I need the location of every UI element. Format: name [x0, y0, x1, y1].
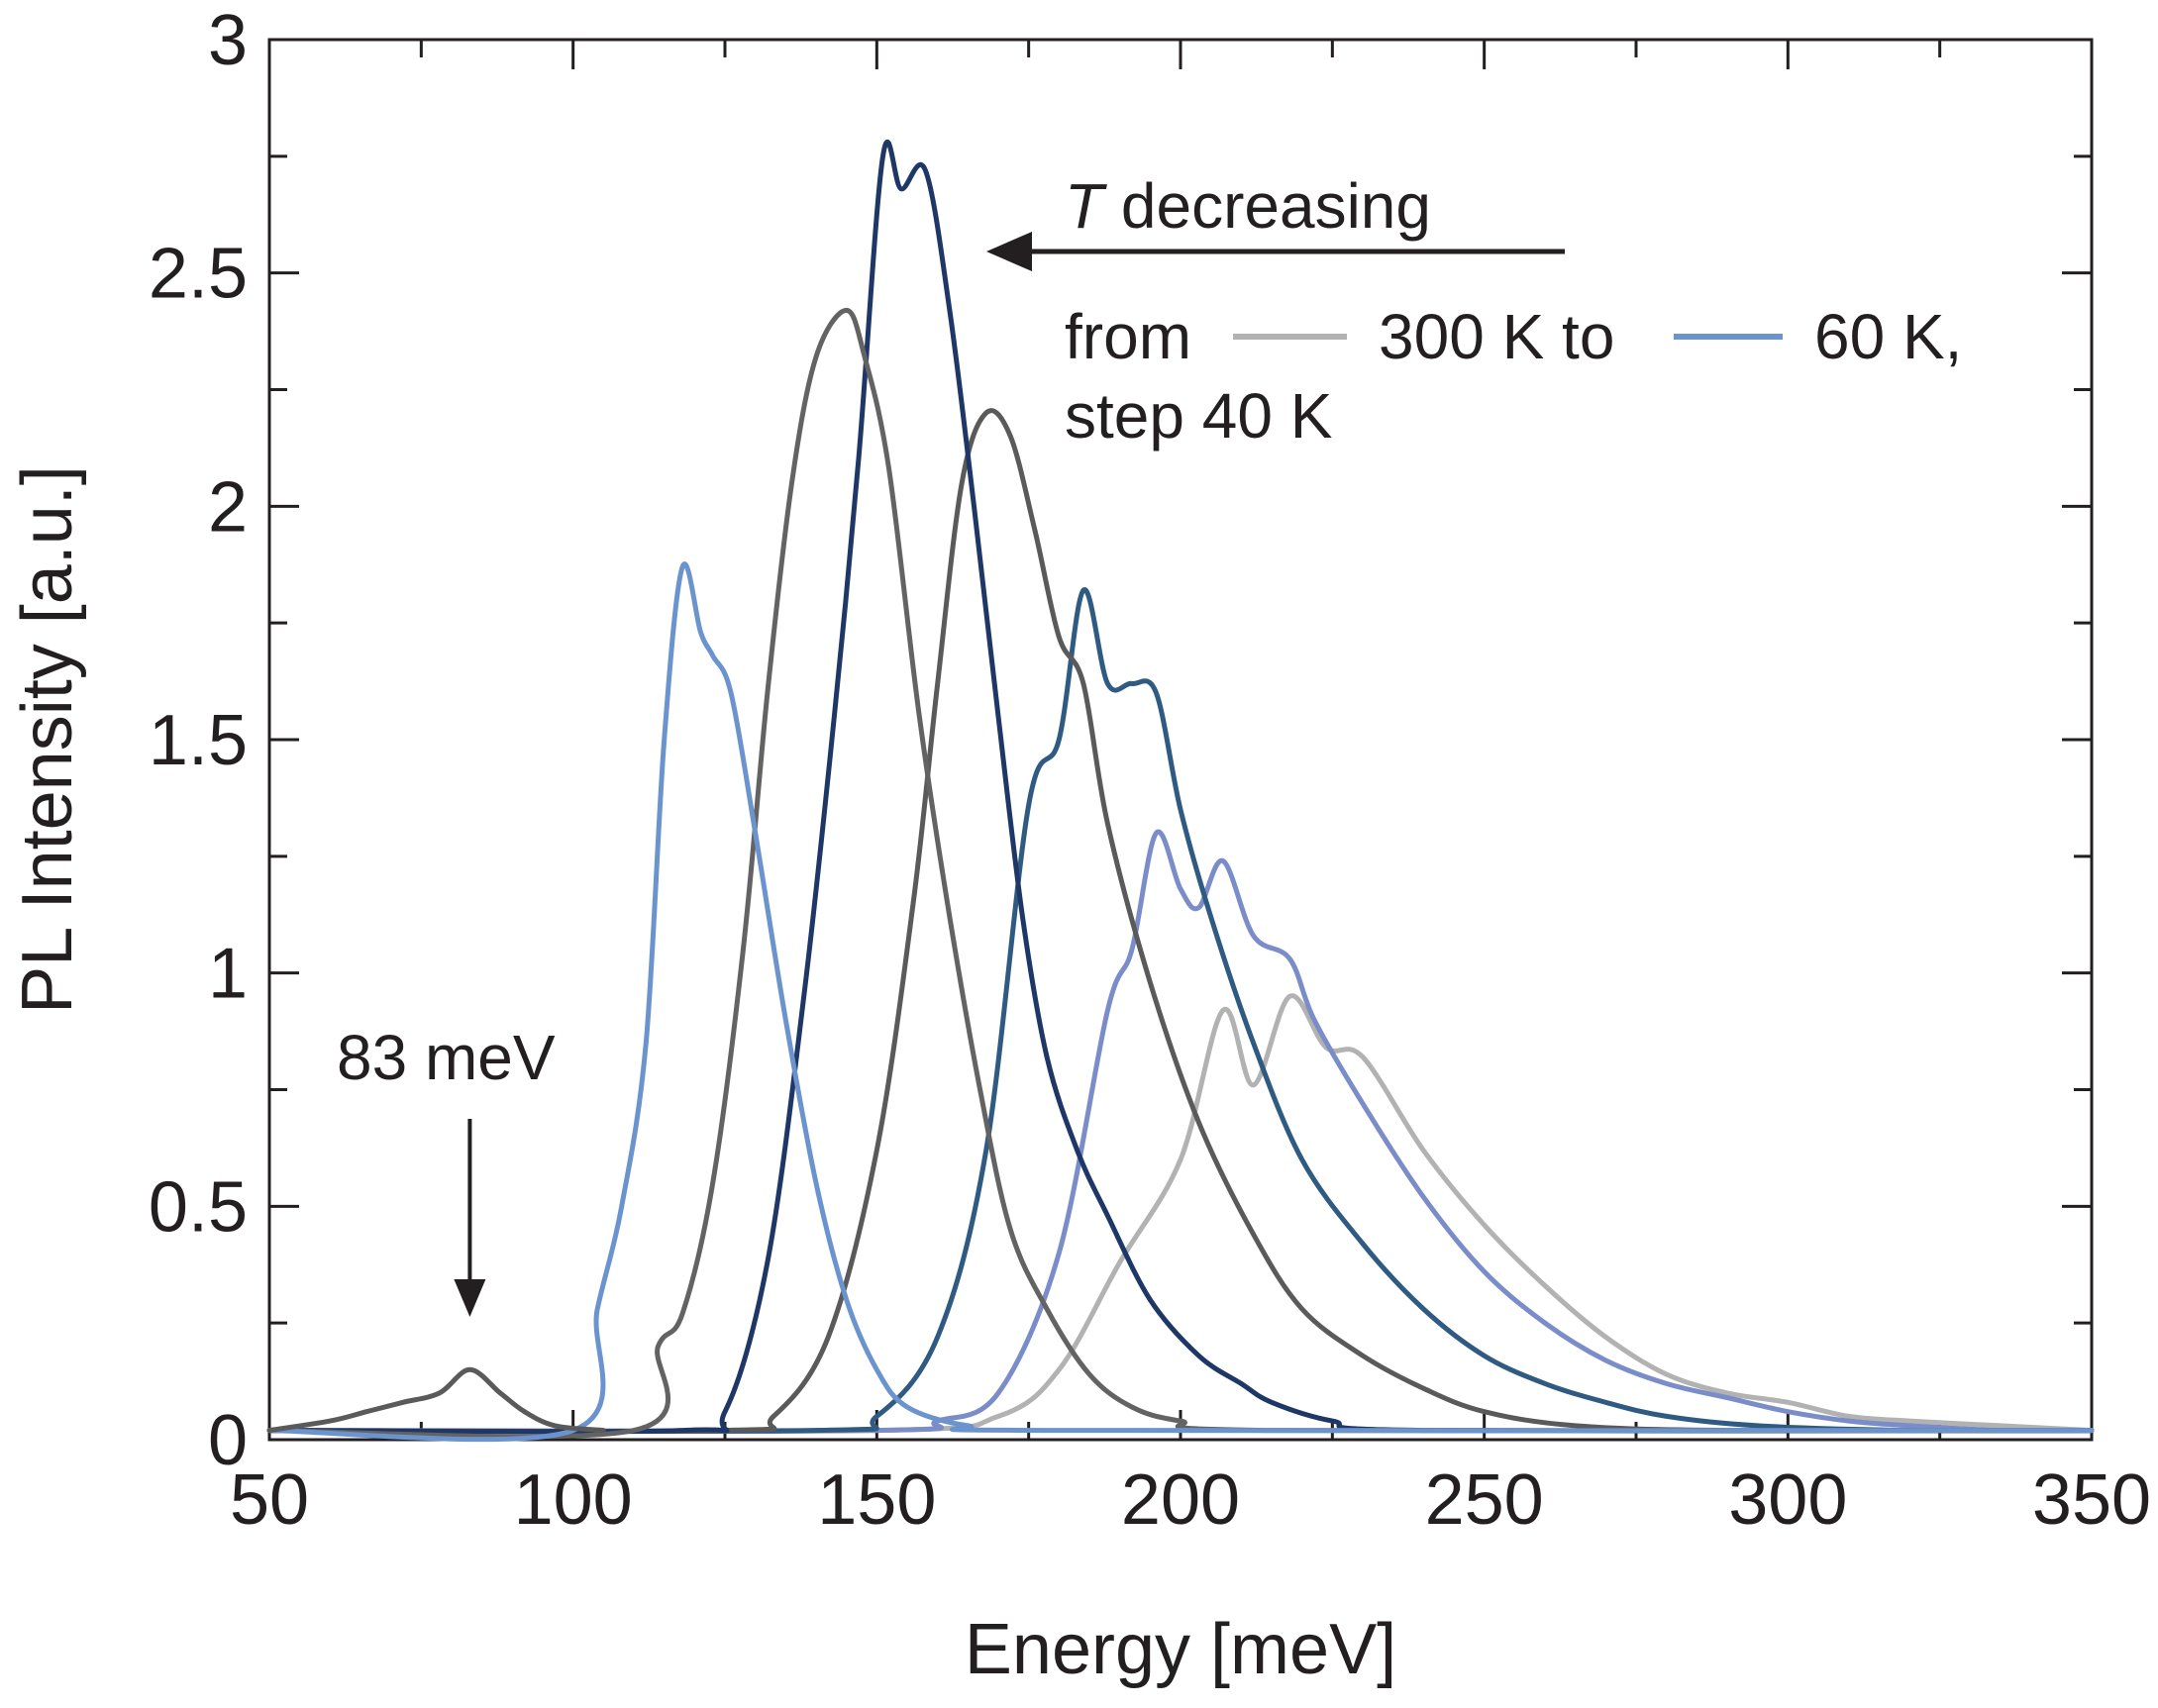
x-tick-label: 200	[1121, 1460, 1240, 1540]
series-line-100-k	[266, 307, 2095, 1440]
feature-label: 83 meV	[337, 1022, 556, 1093]
y-tick-label: 0.5	[149, 1167, 248, 1247]
t-decreasing-arrow-head-icon	[986, 232, 1032, 271]
series-layer	[266, 139, 2095, 1443]
y-tick-label: 1.5	[149, 701, 248, 780]
x-tick-label: 250	[1425, 1460, 1544, 1540]
y-tick-label: 1	[208, 935, 248, 1014]
x-tick-label: 150	[817, 1460, 936, 1540]
legend-end-text: 60 K,	[1814, 301, 1962, 372]
x-axis-title: Energy [meV]	[965, 1610, 1396, 1689]
x-tick-label: 300	[1728, 1460, 1847, 1540]
series-line-180-k	[266, 408, 2095, 1435]
feature-arrow-head-icon	[454, 1279, 486, 1317]
legend-step-text: step 40 K	[1065, 380, 1332, 452]
legend-start-text: 300 K to	[1379, 301, 1614, 372]
y-tick-label: 0	[208, 1401, 248, 1480]
y-axis-title: PL Intensity [a.u.]	[8, 465, 87, 1014]
x-tick-label: 50	[230, 1460, 309, 1540]
series-line-220-k	[266, 587, 2095, 1435]
x-tick-label: 350	[2032, 1460, 2151, 1540]
t-decreasing-label: T decreasing	[1065, 170, 1431, 242]
t-symbol: T	[1065, 170, 1107, 242]
series-line-300-k	[266, 993, 2095, 1435]
legend-from-text: from	[1065, 301, 1191, 372]
series-line-60-k	[266, 561, 2095, 1443]
t-decreasing-text: decreasing	[1103, 170, 1431, 242]
series-line-140-k	[266, 139, 2095, 1435]
axis-ticks: 50 100 150 200 250 300 350 0 0.5 1 1.5 2 2.5 3	[149, 1, 2151, 1540]
series-line-260-k	[266, 829, 2095, 1434]
y-tick-label: 2.5	[149, 235, 248, 314]
y-tick-label: 3	[208, 1, 248, 80]
x-tick-label: 100	[514, 1460, 633, 1540]
series-line-83-mev-feature	[266, 1366, 606, 1434]
y-tick-label: 2	[208, 467, 248, 547]
